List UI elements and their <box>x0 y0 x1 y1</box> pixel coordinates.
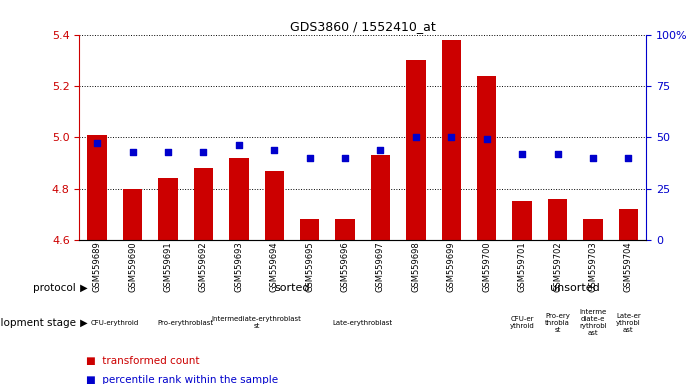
Text: Interme
diate-e
rythrobl
ast: Interme diate-e rythrobl ast <box>579 309 607 336</box>
Text: unsorted: unsorted <box>551 283 600 293</box>
Text: ▶: ▶ <box>77 318 88 328</box>
Bar <box>300 220 319 240</box>
Text: CFU-er
ythroid: CFU-er ythroid <box>510 316 535 329</box>
Bar <box>265 170 284 240</box>
Point <box>162 149 173 155</box>
Point <box>623 155 634 161</box>
Point <box>269 147 280 153</box>
Point <box>339 155 350 161</box>
Bar <box>335 220 354 240</box>
Bar <box>406 60 426 240</box>
Point <box>375 147 386 153</box>
Bar <box>513 202 532 240</box>
Text: Pro-erythroblast: Pro-erythroblast <box>158 319 214 326</box>
Text: Late-erythroblast: Late-erythroblast <box>332 319 393 326</box>
Bar <box>583 220 603 240</box>
Point <box>304 155 315 161</box>
Point <box>446 134 457 141</box>
Text: ■  transformed count: ■ transformed count <box>86 356 200 366</box>
Point <box>198 149 209 155</box>
Text: ■  percentile rank within the sample: ■ percentile rank within the sample <box>86 375 278 384</box>
Text: ▶: ▶ <box>77 283 88 293</box>
Text: protocol: protocol <box>33 283 76 293</box>
Bar <box>123 189 142 240</box>
Point <box>127 149 138 155</box>
Point <box>587 155 598 161</box>
Point <box>552 151 563 157</box>
Point <box>234 142 245 149</box>
Text: Pro-ery
throbla
st: Pro-ery throbla st <box>545 313 570 333</box>
Bar <box>371 155 390 240</box>
Text: CFU-erythroid: CFU-erythroid <box>91 319 139 326</box>
Bar <box>229 158 249 240</box>
Bar <box>618 209 638 240</box>
Bar <box>477 76 496 240</box>
Point <box>92 141 103 147</box>
Point <box>410 134 422 141</box>
Title: GDS3860 / 1552410_at: GDS3860 / 1552410_at <box>290 20 435 33</box>
Point <box>517 151 528 157</box>
Text: Intermediate-erythroblast
st: Intermediate-erythroblast st <box>211 316 301 329</box>
Bar <box>158 179 178 240</box>
Bar <box>548 199 567 240</box>
Bar <box>442 40 461 240</box>
Bar <box>88 135 107 240</box>
Text: sorted: sorted <box>274 283 310 293</box>
Bar <box>193 168 213 240</box>
Point <box>481 136 492 142</box>
Text: Late-er
ythrobl
ast: Late-er ythrobl ast <box>616 313 641 333</box>
Text: development stage: development stage <box>0 318 76 328</box>
